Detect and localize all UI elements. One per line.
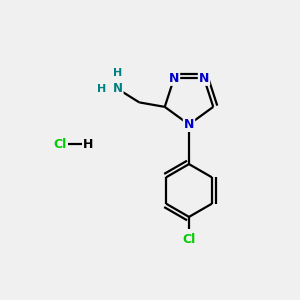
Text: H: H (97, 84, 106, 94)
Text: N: N (169, 72, 179, 85)
Text: N: N (199, 72, 209, 85)
Text: Cl: Cl (53, 137, 67, 151)
Text: Cl: Cl (182, 233, 196, 246)
Text: H: H (83, 137, 94, 151)
Text: N: N (112, 82, 123, 95)
Text: H: H (113, 68, 122, 78)
Text: N: N (184, 118, 194, 131)
